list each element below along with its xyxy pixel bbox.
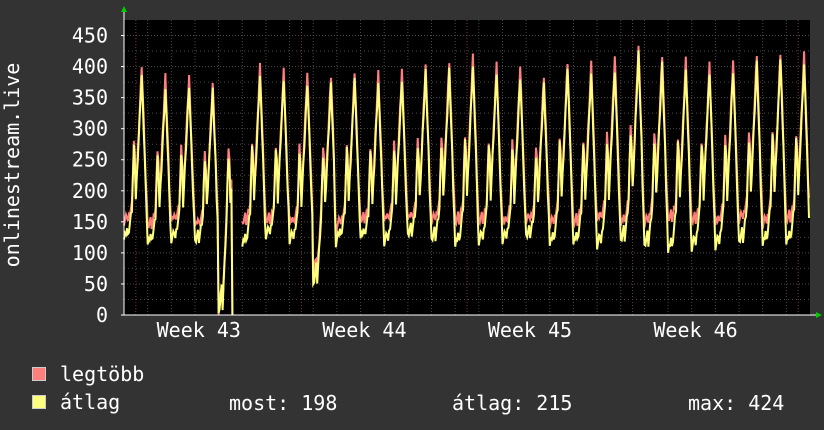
y-tick-label: 450: [72, 24, 108, 48]
y-tick-label: 250: [72, 148, 108, 172]
legend-swatch-max: [32, 367, 46, 381]
stat-current: most: 198: [229, 391, 338, 415]
legend-label-average: átlag: [60, 390, 121, 414]
x-tick-labels: Week 43 Week 44 Week 45 Week 46: [157, 318, 738, 342]
y-tick-label: 100: [72, 241, 108, 265]
series-layer: [123, 45, 810, 316]
y-tick-labels: 0 50 100 150 200 250 300 350 400 450: [72, 24, 108, 327]
x-axis-arrow: [816, 312, 822, 318]
y-axis-arrow: [121, 6, 127, 12]
x-tick-label: Week 46: [653, 318, 737, 342]
stat-average: átlag: 215: [452, 391, 573, 415]
x-tick-label: Week 44: [322, 318, 406, 342]
legend-item-average: átlag: [32, 390, 121, 414]
y-tick-label: 0: [96, 303, 108, 327]
axes: [121, 6, 822, 318]
x-tick-label: Week 43: [157, 318, 241, 342]
legend-item-max: legtöbb: [32, 362, 145, 386]
y-tick-label: 400: [72, 55, 108, 79]
y-tick-label: 50: [84, 272, 108, 296]
y-tick-label: 350: [72, 86, 108, 110]
x-tick-label: Week 45: [488, 318, 572, 342]
series-line-average: [241, 50, 810, 288]
stat-max: max: 424: [688, 391, 785, 415]
legend-label-max: legtöbb: [60, 362, 145, 386]
y-tick-label: 300: [72, 117, 108, 141]
legend-swatch-average: [32, 395, 46, 409]
y-axis-label: onlinestream.live: [0, 63, 24, 268]
y-tick-label: 200: [72, 179, 108, 203]
y-tick-label: 150: [72, 210, 108, 234]
series-line-average: [123, 74, 234, 316]
